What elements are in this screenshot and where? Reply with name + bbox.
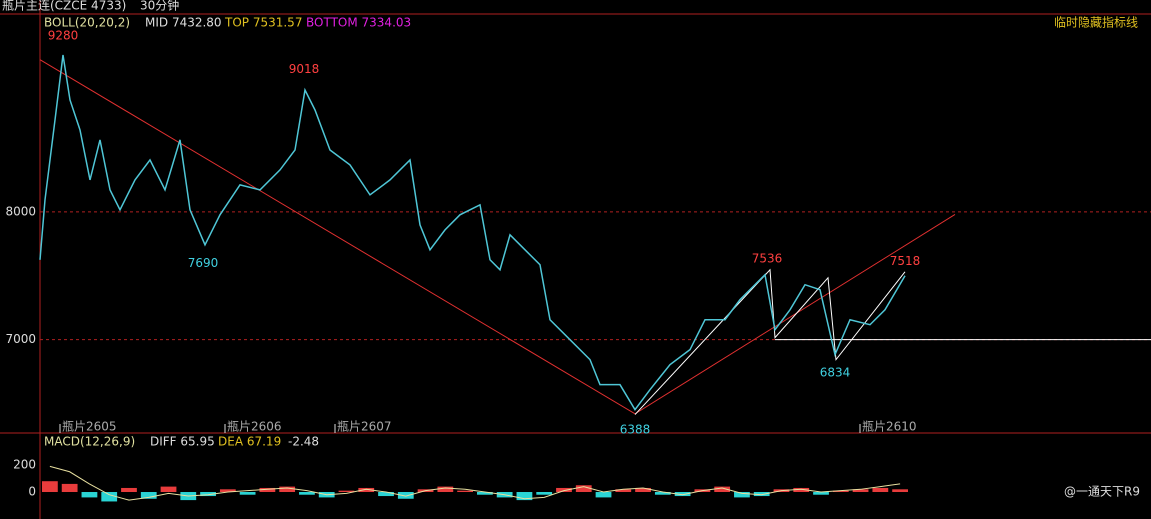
price-annotation: 7690	[188, 256, 219, 270]
diff-line	[49, 465, 901, 501]
macd-bar	[81, 492, 98, 498]
macd-bar	[219, 489, 236, 493]
price-line	[39, 54, 906, 411]
x-tick-label: 瓶片2610	[862, 420, 917, 434]
y-tick-label: 200	[13, 458, 36, 472]
macd-bar	[734, 492, 750, 498]
y-tick-label: 0	[28, 485, 36, 499]
macd-bar	[279, 486, 296, 493]
macd-bar	[338, 490, 355, 493]
x-tick-label: 瓶片2606	[227, 420, 282, 434]
x-tick-label: 瓶片2607	[337, 420, 392, 434]
macd-bar	[397, 492, 414, 499]
macd-bar	[575, 485, 592, 493]
price-annotation: 7536	[752, 252, 783, 266]
price-annotation: 9280	[48, 29, 79, 43]
macd-bar	[615, 489, 632, 493]
symbol: 瓶片主连(CZCE 4733)	[2, 0, 126, 13]
price-annotation: 7518	[890, 254, 921, 268]
macd-bar	[813, 492, 829, 495]
boll-top: TOP 7531.57	[224, 16, 302, 30]
macd-name[interactable]: MACD(12,26,9)	[44, 435, 135, 449]
price-annotation: 9018	[289, 62, 320, 76]
macd-bar	[852, 489, 869, 493]
macd-bar	[635, 487, 651, 493]
macd-bar	[101, 492, 118, 502]
macd-bar	[42, 481, 58, 493]
macd-bar	[477, 492, 493, 495]
macd-bar	[61, 483, 78, 493]
macd-bar	[674, 492, 691, 497]
macd-bar	[259, 487, 276, 493]
macd-bar	[516, 492, 533, 501]
macd-bar	[239, 492, 256, 495]
macd-bar	[358, 487, 375, 493]
boll-name[interactable]: BOLL(20,20,2)	[44, 16, 130, 30]
macd-bar	[832, 490, 849, 493]
macd-bar	[378, 492, 394, 497]
x-tick-label: 瓶片2605	[62, 420, 117, 434]
hide-button[interactable]: 临时隐藏指标线	[1054, 15, 1138, 30]
price-annotation: 6834	[820, 365, 851, 379]
macd-diff: DIFF 65.95	[150, 435, 215, 449]
macd-bar	[654, 492, 671, 495]
macd-bar	[595, 492, 612, 498]
macd-bar	[299, 492, 315, 495]
macd-bar	[121, 487, 137, 493]
macd-bar	[556, 487, 572, 493]
boll-bottom: BOTTOM 7334.03	[306, 16, 411, 30]
macd-bar	[872, 487, 889, 493]
macd-bar	[714, 486, 731, 493]
macd-bar	[892, 489, 908, 493]
macd-bar	[753, 492, 770, 497]
y-tick-label: 8000	[5, 204, 36, 218]
trend-line	[634, 268, 906, 415]
y-tick-label: 7000	[5, 332, 36, 346]
price-annotation: 6388	[620, 422, 651, 436]
period[interactable]: 30分钟	[140, 0, 179, 13]
macd-bar	[457, 490, 473, 493]
macd-bar	[200, 492, 216, 497]
macd-bar	[793, 487, 810, 493]
trend-line	[39, 59, 956, 415]
macd-bar	[160, 486, 177, 493]
macd-dea: DEA 67.19	[218, 435, 281, 449]
macd-value: -2.48	[288, 435, 319, 449]
macd-bar	[437, 486, 454, 493]
macd-bar	[536, 492, 553, 495]
boll-mid: MID 7432.80	[145, 16, 222, 30]
watermark: @一通天下R9	[1064, 485, 1140, 499]
macd-bar	[140, 492, 157, 499]
